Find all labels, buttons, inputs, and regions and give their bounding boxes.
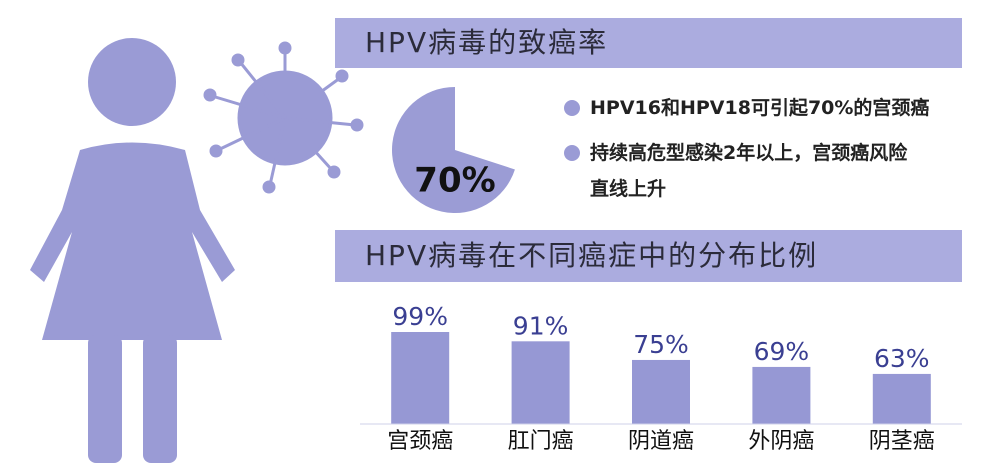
pie-slice bbox=[392, 87, 515, 213]
value-label: 69% bbox=[754, 337, 810, 366]
value-label: 75% bbox=[633, 330, 689, 359]
chart-title: HPV病毒的致癌率 bbox=[365, 26, 608, 59]
value-label: 99% bbox=[392, 302, 448, 331]
x-tick-label: 宫颈癌 bbox=[387, 429, 453, 454]
woman-silhouette bbox=[30, 38, 235, 463]
bullet bbox=[564, 145, 580, 161]
x-tick-label: 肛门癌 bbox=[508, 429, 574, 454]
x-tick-label: 外阴癌 bbox=[748, 429, 814, 454]
bar bbox=[391, 332, 450, 424]
chart-title: HPV病毒在不同癌症中的分布比例 bbox=[365, 239, 818, 272]
bar bbox=[511, 341, 570, 424]
title-band bbox=[335, 230, 962, 282]
title-band bbox=[335, 18, 962, 68]
value-label: 91% bbox=[513, 311, 569, 340]
bar bbox=[872, 373, 931, 424]
x-tick-label: 阴茎癌 bbox=[869, 429, 935, 454]
value-label: 63% bbox=[874, 344, 930, 373]
bullet bbox=[564, 100, 580, 116]
x-tick-label: 阴道癌 bbox=[628, 429, 694, 454]
bar bbox=[632, 359, 690, 424]
annotation: HPV16和HPV18可引起70%的宫颈癌 bbox=[590, 97, 930, 119]
annotation: 持续高危型感染2年以上，宫颈癌风险直线上升 bbox=[590, 142, 908, 200]
bar bbox=[752, 366, 811, 424]
value-label: 70% bbox=[414, 161, 495, 201]
virus-icon bbox=[203, 41, 364, 194]
